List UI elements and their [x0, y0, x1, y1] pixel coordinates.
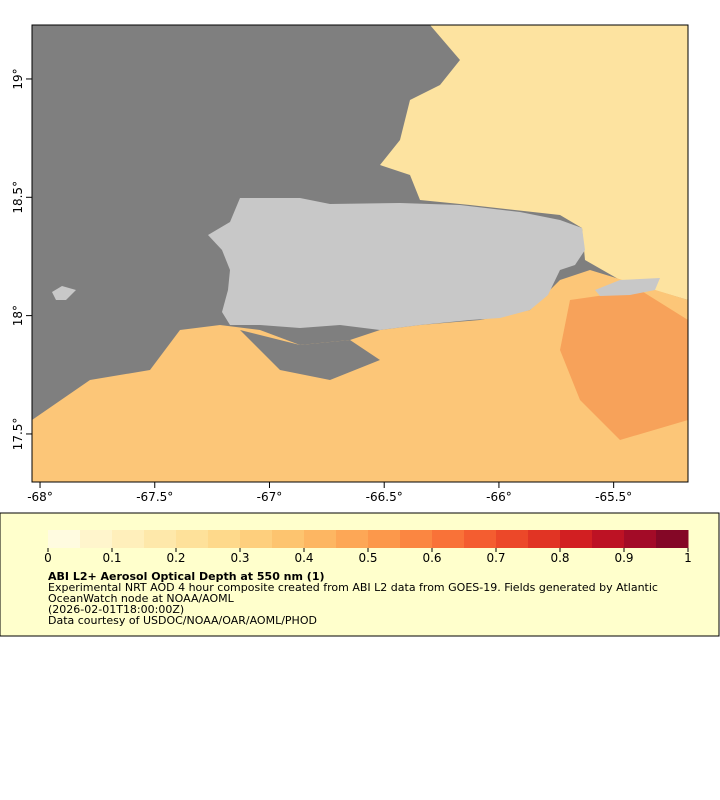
colorbar-tick-label: 0.5 — [358, 551, 377, 565]
axes: -68° -67.5° -67° -66.5° -66° -65.5° 17.5° 18° 18… — [11, 68, 692, 565]
x-tick-label: -68° — [27, 490, 53, 504]
colorbar-tick-label: 0.1 — [102, 551, 121, 565]
colorbar-tick-label: 0 — [44, 551, 52, 565]
x-tick-label: -66.5° — [366, 490, 403, 504]
colorbar-swatch — [528, 530, 561, 548]
colorbar-swatch — [208, 530, 241, 548]
colorbar-swatch — [176, 530, 209, 548]
legend-credit: Data courtesy of USDOC/NOAA/OAR/AOML/PHO… — [48, 614, 317, 627]
colorbar-tick-label: 0.8 — [550, 551, 569, 565]
colorbar-swatch — [656, 530, 689, 548]
aod-region-north — [380, 25, 688, 300]
colorbar-swatch — [304, 530, 337, 548]
colorbar-swatch — [624, 530, 657, 548]
colorbar-swatch — [400, 530, 433, 548]
colorbar-tick-label: 0.2 — [166, 551, 185, 565]
y-tick-label: 18.5° — [11, 181, 25, 214]
aod-region-east — [560, 290, 688, 440]
x-tick-label: -65.5° — [595, 490, 632, 504]
colorbar-swatch — [144, 530, 177, 548]
colorbar-swatch — [336, 530, 369, 548]
colorbar-tick-label: 0.6 — [422, 551, 441, 565]
colorbar-swatch — [592, 530, 625, 548]
legend-text: ABI L2+ Aerosol Optical Depth at 550 nm … — [48, 571, 708, 626]
legend-title: ABI L2+ Aerosol Optical Depth at 550 nm … — [48, 570, 325, 583]
x-tick-label: -67.5° — [136, 490, 173, 504]
puerto-rico — [208, 198, 585, 330]
colorbar-swatch — [240, 530, 273, 548]
mona-island — [52, 286, 76, 300]
colorbar-swatch — [560, 530, 593, 548]
land-mask-south — [240, 330, 380, 380]
y-tick-label: 17.5° — [11, 418, 25, 451]
colorbar-swatch — [272, 530, 305, 548]
y-tick-label: 19° — [11, 68, 25, 89]
colorbar-tick-label: 0.7 — [486, 551, 505, 565]
colorbar-tick-label: 0.4 — [294, 551, 313, 565]
colorbar-swatch — [48, 530, 81, 548]
colorbar-swatch — [80, 530, 113, 548]
x-tick-label: -66° — [486, 490, 512, 504]
y-tick-label: 18° — [11, 305, 25, 326]
colorbar-swatch — [464, 530, 497, 548]
colorbar-swatch — [432, 530, 465, 548]
legend-time: (2026-02-01T18:00:00Z) — [48, 603, 185, 616]
aod-region-south — [32, 270, 688, 482]
vieques — [595, 278, 660, 296]
colorbar-swatch — [368, 530, 401, 548]
colorbar-tick-label: 0.3 — [230, 551, 249, 565]
colorbar-tick-label: 0.9 — [614, 551, 633, 565]
colorbar-swatch — [112, 530, 145, 548]
x-tick-label: -67° — [257, 490, 283, 504]
colorbar-tick-label: 1 — [684, 551, 692, 565]
legend-description: Experimental NRT AOD 4 hour composite cr… — [48, 581, 658, 605]
colorbar-swatch — [496, 530, 529, 548]
map-frame — [31, 24, 689, 483]
